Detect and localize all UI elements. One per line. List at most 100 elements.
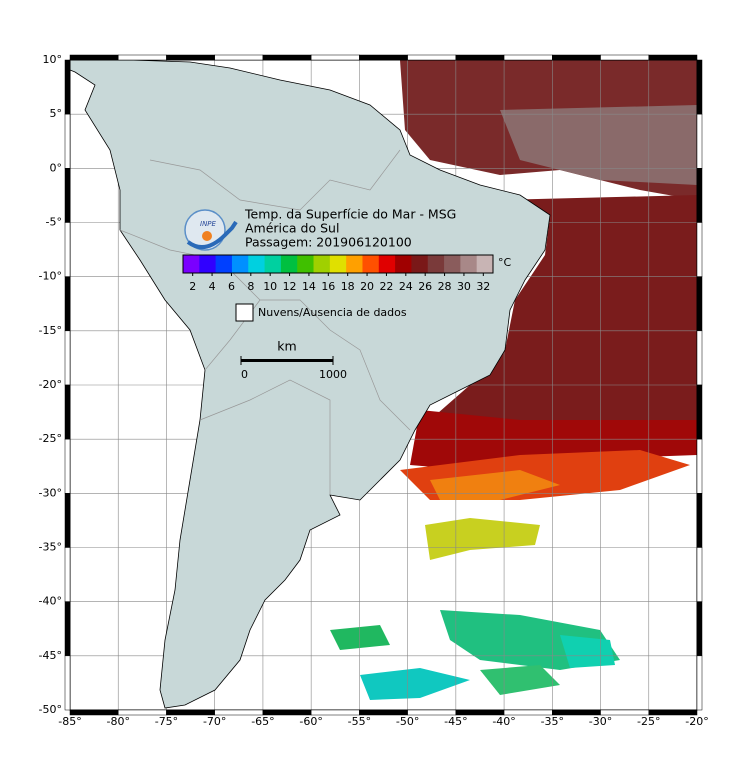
- x-tick-label: -85°: [58, 715, 81, 728]
- frame-bar: [696, 330, 703, 386]
- frame-bar: [64, 601, 71, 657]
- colorbar-segment: [297, 255, 315, 273]
- frame-bar: [648, 709, 698, 716]
- frame-bar: [696, 113, 703, 169]
- colorbar-segment: [231, 255, 249, 273]
- colorbar-segment: [183, 255, 200, 273]
- y-tick-label: -35°: [39, 541, 62, 554]
- colorbar-tick-label: 6: [228, 280, 235, 293]
- x-tick-label: -50°: [396, 715, 419, 728]
- y-tick-label: 10°: [43, 53, 63, 66]
- y-tick-label: -45°: [39, 649, 62, 662]
- colorbar-tick-label: 20: [360, 280, 374, 293]
- colorbar-tick-label: 32: [476, 280, 490, 293]
- sst-patch: [430, 470, 560, 500]
- sst-patch: [480, 665, 560, 695]
- x-tick-label: -45°: [444, 715, 467, 728]
- colorbar-tick-label: 30: [457, 280, 471, 293]
- scale-bar-line: [241, 359, 333, 362]
- scale-bar: 0 1000: [240, 356, 347, 381]
- frame-bar: [455, 54, 505, 61]
- frame-bar: [64, 168, 71, 223]
- colorbar-tick-label: 4: [209, 280, 216, 293]
- frame-bar: [117, 54, 167, 61]
- frame-bar: [696, 168, 703, 223]
- colorbar-segment: [346, 255, 363, 273]
- colorbar-segment: [199, 255, 217, 273]
- frame-bar: [64, 59, 71, 115]
- frame-bar: [648, 54, 698, 61]
- x-tick-label: -20°: [685, 715, 708, 728]
- x-tick-label: -80°: [106, 715, 129, 728]
- frame-bar: [64, 655, 71, 711]
- frame-bar: [696, 59, 703, 115]
- colorbar-tick-label: 2: [189, 280, 196, 293]
- y-tick-label: 5°: [50, 107, 63, 120]
- colorbar-segment: [280, 255, 298, 273]
- frame-bar: [214, 54, 264, 61]
- y-tick-label: 0°: [50, 161, 63, 174]
- region: América do Sul: [245, 221, 339, 236]
- colorbar-segment: [444, 255, 461, 273]
- colorbar-unit: °C: [498, 256, 512, 269]
- x-tick-label: -60°: [299, 715, 322, 728]
- frame-bar: [696, 438, 703, 494]
- frame-bar: [64, 438, 71, 494]
- sst-patch: [560, 635, 615, 668]
- x-tick-label: -25°: [637, 715, 660, 728]
- frame-bar: [64, 384, 71, 440]
- legend-swatch: [235, 303, 254, 322]
- frame-bar: [696, 547, 703, 602]
- colorbar-tick-label: 14: [302, 280, 316, 293]
- colorbar-tick-label: 10: [263, 280, 277, 293]
- colorbar-segment: [264, 255, 282, 273]
- colorbar-segment: [329, 255, 347, 273]
- frame-bar: [262, 54, 312, 61]
- title: Temp. da Superfície do Mar - MSG: [244, 207, 456, 222]
- frame-bar: [503, 54, 553, 61]
- frame-bar: [64, 222, 71, 277]
- sst-patch: [425, 518, 540, 560]
- colorbar-segment: [460, 255, 478, 273]
- y-tick-label: -15°: [39, 324, 62, 337]
- y-tick-label: -50°: [39, 703, 62, 716]
- sst-patch: [360, 668, 470, 700]
- frame-bar: [64, 330, 71, 386]
- frame-bar: [166, 54, 215, 61]
- sst-patches: [330, 60, 697, 700]
- sst-patch: [500, 105, 697, 185]
- frame-bar: [310, 54, 360, 61]
- frame-bar: [696, 493, 703, 548]
- colorbar: 2 4 6 8 10 12 14 16 18 20 22 24 26 28 30 32: [182, 254, 494, 293]
- colorbar-tick-label: 16: [321, 280, 335, 293]
- colorbar-segment: [427, 255, 445, 273]
- x-tick-label: -40°: [492, 715, 515, 728]
- colorbar-segment: [248, 255, 266, 273]
- frame-bar: [64, 113, 71, 169]
- y-tick-label: -30°: [39, 486, 62, 499]
- colorbar-segment: [313, 255, 331, 273]
- x-tick-label: -75°: [155, 715, 178, 728]
- x-tick-label: -55°: [348, 715, 371, 728]
- frame-bar: [696, 276, 703, 332]
- y-tick-label: -5°: [46, 216, 62, 229]
- pass: Passagem: 201906120100: [245, 235, 412, 250]
- colorbar-segment: [476, 255, 494, 273]
- sst-patch: [430, 195, 697, 450]
- frame-bar: [64, 276, 71, 332]
- frame-bar: [407, 54, 457, 61]
- colorbar-tick-label: 28: [438, 280, 452, 293]
- colorbar-tick-label: 26: [418, 280, 432, 293]
- scale-tick-label: 0: [241, 368, 248, 381]
- legend-label: Nuvens/Ausencia de dados: [258, 306, 407, 319]
- logo: INPE: [184, 209, 238, 251]
- colorbar-tick-label: 24: [399, 280, 413, 293]
- x-tick-label: -65°: [251, 715, 274, 728]
- colorbar-tick-label: 12: [283, 280, 297, 293]
- frame-bar: [696, 384, 703, 440]
- colorbar-tick-label: 22: [379, 280, 393, 293]
- frame-bar: [696, 601, 703, 657]
- axes: -85° -80° -75° -70° -65° -60° -55° -50° -45° -40°…: [39, 53, 709, 728]
- x-tick-label: -35°: [541, 715, 564, 728]
